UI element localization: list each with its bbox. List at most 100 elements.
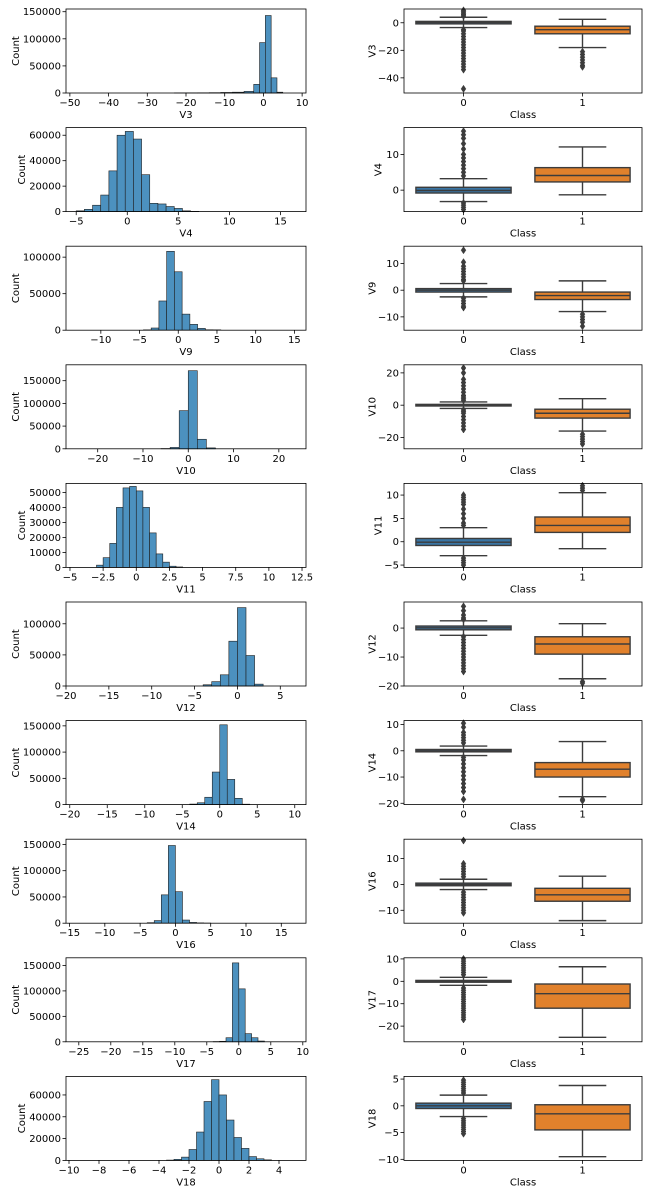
box-class-1 [534, 875, 631, 922]
y-tick-label: 100000 [23, 399, 61, 410]
hist-bar [251, 1037, 259, 1043]
histogram-V4: −5 0 5 10 15 0 20000 40000 60000 V4 Count [17, 127, 307, 240]
y-tick-label: 150000 [23, 721, 61, 732]
x-axis-label: Class [510, 822, 536, 833]
hist-bar [182, 919, 190, 924]
x-tick-label: −6 [122, 1165, 137, 1176]
box-class-1 [534, 740, 631, 805]
outlier-point [460, 970, 467, 979]
outlier-point [460, 795, 467, 804]
y-tick-label: 0 [393, 746, 399, 757]
y-tick-label: 50000 [29, 61, 61, 72]
x-tick-label: 5 [199, 572, 205, 583]
x-tick-label: 4 [276, 1165, 282, 1176]
hist-bar [135, 490, 144, 568]
hist-bar [166, 251, 175, 331]
row-V3: −50 −40 −30 −20 −10 0 10050000100000150000V3Co… [11, 6, 643, 121]
boxplot-V10: 0 1 −20 0 20 Class V10 [367, 363, 643, 477]
x-tick-label: −10 [214, 98, 235, 109]
boxplot-V3: 0 1 −40 −20 0 Class V3 [367, 6, 643, 121]
hist-bar [203, 1101, 212, 1161]
box-frame [403, 720, 643, 805]
x-axis-label: Class [510, 466, 536, 477]
box-class-1 [534, 398, 631, 449]
outlier-point [460, 276, 467, 285]
hist-bar [245, 655, 255, 687]
x-axis-label: Class [510, 229, 536, 240]
boxplot-V11: 0 1 −5 0 5 10 Class V11 [374, 481, 643, 595]
y-tick-label: 50000 [29, 650, 61, 661]
x-tick-label: 0 [185, 454, 191, 465]
y-axis-label: V17 [367, 990, 378, 1010]
hist-frame [65, 601, 307, 687]
x-axis-label: V16 [176, 940, 196, 951]
y-tick-label: 10 [386, 150, 399, 161]
x-tick-label: 10 [296, 98, 309, 109]
box-frame [403, 1076, 643, 1161]
box-iqr [534, 636, 631, 655]
hist-bar [173, 208, 183, 212]
x-tick-label: 0 [460, 928, 466, 939]
row-V10: −20 −10 0 10 20 0 50000 100000 150000 V10 Count 0 1 −… [11, 363, 643, 477]
y-tick-label: 20000 [29, 533, 61, 544]
y-tick-label: 150000 [23, 840, 61, 851]
y-tick-label: 150000 [23, 376, 61, 387]
y-tick-label: −10 [378, 653, 399, 664]
box-frame [403, 957, 643, 1043]
y-tick-label: 100000 [23, 253, 61, 264]
hist-bar [168, 845, 176, 924]
hist-bar [259, 42, 266, 94]
x-tick-label: −2 [182, 1165, 197, 1176]
x-tick-label: 15 [274, 217, 287, 228]
x-tick-label: −5 [187, 691, 202, 702]
box-class-0 [415, 6, 512, 93]
y-axis-label: Count [17, 1103, 28, 1133]
hist-bar [187, 370, 198, 450]
hist-bar [116, 134, 126, 212]
y-tick-label: 60000 [29, 131, 61, 142]
x-tick-label: 10 [223, 217, 236, 228]
y-axis-label: V18 [367, 1109, 378, 1129]
hist-bar [108, 170, 118, 212]
hist-bar [228, 640, 238, 687]
hist-bar [204, 796, 213, 805]
hist-bar [237, 607, 247, 687]
x-tick-label: −5 [63, 572, 78, 583]
x-tick-label: −5 [175, 810, 190, 821]
hist-bar [129, 486, 137, 568]
box-class-1 [534, 623, 631, 688]
hist-bar [232, 962, 240, 1043]
x-tick-label: −5 [69, 217, 84, 228]
histogram-V10: −20 −10 0 10 20 0 50000 100000 150000 V10 Count [11, 364, 307, 477]
y-tick-label: 20000 [29, 182, 61, 193]
outlier-point [579, 439, 586, 449]
y-axis-label: Count [11, 985, 22, 1015]
x-tick-label: 5 [277, 691, 283, 702]
x-tick-label: 0 [460, 572, 466, 583]
x-tick-label: −2.5 [91, 572, 115, 583]
x-tick-label: −8 [92, 1165, 107, 1176]
hist-frame [65, 957, 307, 1043]
box-frame [403, 601, 643, 687]
y-tick-label: 150000 [23, 961, 61, 972]
hist-bar [155, 553, 164, 568]
hist-bar [122, 487, 130, 568]
y-axis-label: V4 [374, 163, 385, 176]
x-tick-label: 1 [579, 98, 585, 109]
x-tick-label: −40 [98, 98, 119, 109]
x-tick-label: 2.5 [161, 572, 177, 583]
x-tick-label: 15 [288, 335, 301, 346]
x-tick-label: 0 [216, 1165, 222, 1176]
x-tick-label: 1 [579, 1165, 585, 1176]
x-tick-label: −20 [175, 98, 196, 109]
outlier-point [460, 872, 467, 881]
hist-bar [116, 507, 124, 568]
x-tick-label: 0 [236, 1047, 242, 1058]
x-tick-label: −10 [141, 691, 162, 702]
row-V9: −10 −5 0 5 10 15 0 50000 100000 V9 Count 0 1 −10 0 10 Cl… [11, 245, 643, 358]
x-tick-label: 0 [460, 98, 466, 109]
y-tick-label: 0 [55, 1156, 61, 1167]
box-class-1 [534, 146, 631, 196]
y-tick-label: 50000 [29, 1012, 61, 1023]
